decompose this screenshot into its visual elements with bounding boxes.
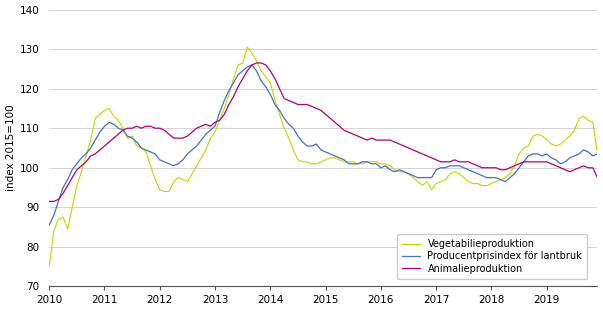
Animalieproduktion [364,138,371,142]
Y-axis label: index 2015=100: index 2015=100 [5,105,16,191]
Animalieproduktion [474,164,481,168]
Vegetabilieproduktion [474,182,481,185]
Animalieproduktion [253,61,260,65]
Line: Animalieproduktion: Animalieproduktion [49,63,603,202]
Animalieproduktion [46,200,53,203]
Vegetabilieproduktion [364,160,371,164]
Vegetabilieproduktion [248,51,256,55]
Producentprisindex för lantbruk [248,63,256,67]
Vegetabilieproduktion [391,168,399,172]
Line: Vegetabilieproduktion: Vegetabilieproduktion [49,47,603,267]
Legend: Vegetabilieproduktion, Producentprisindex för lantbruk, Animalieproduktion: Vegetabilieproduktion, Producentprisinde… [397,234,587,279]
Animalieproduktion [460,160,467,164]
Producentprisindex för lantbruk [391,170,399,174]
Producentprisindex för lantbruk [364,160,371,164]
Vegetabilieproduktion [460,176,467,179]
Vegetabilieproduktion [46,265,53,268]
Producentprisindex för lantbruk [46,223,53,227]
Producentprisindex för lantbruk [244,65,251,69]
Producentprisindex för lantbruk [474,172,481,176]
Vegetabilieproduktion [244,45,251,49]
Animalieproduktion [244,69,251,73]
Animalieproduktion [391,140,399,144]
Line: Producentprisindex för lantbruk: Producentprisindex för lantbruk [49,65,603,225]
Producentprisindex för lantbruk [460,166,467,169]
